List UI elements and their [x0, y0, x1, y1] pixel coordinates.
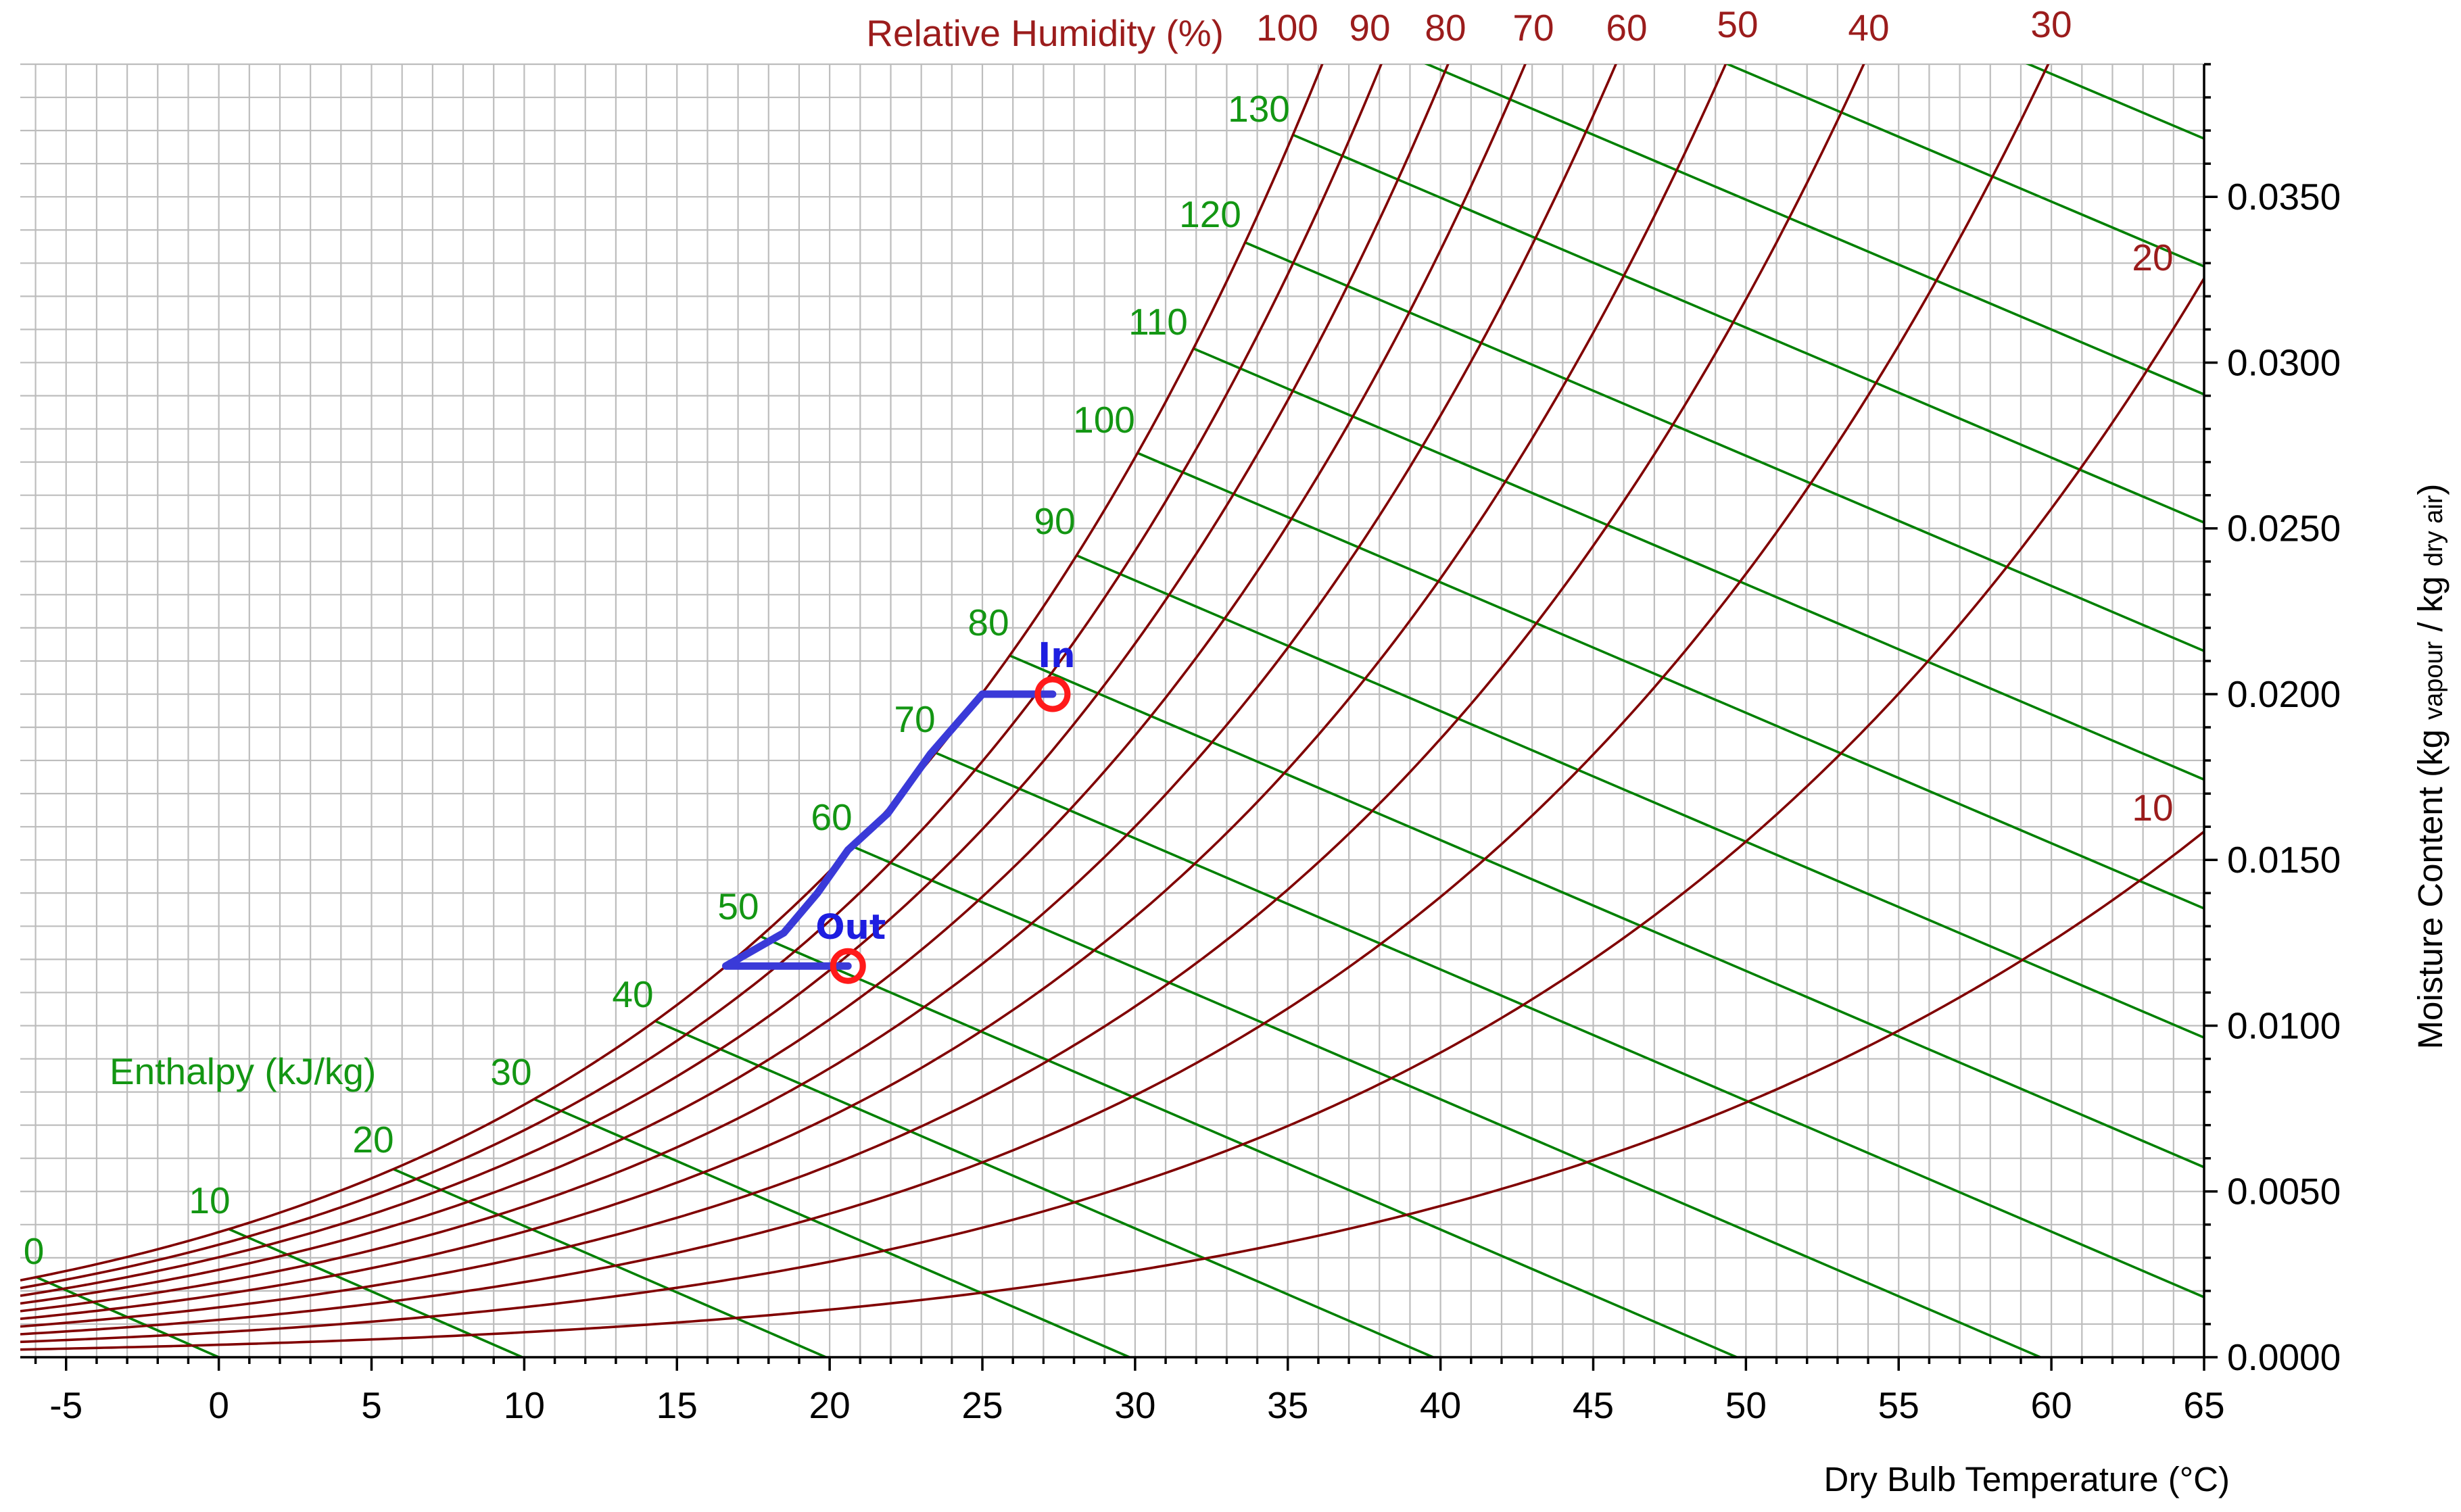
enthalpy-label: 50 — [717, 885, 759, 927]
relative-humidity-curve — [20, 64, 1383, 1290]
enthalpy-label: 60 — [811, 796, 852, 838]
enthalpy-line — [1424, 64, 2204, 396]
enthalpy-label: 80 — [967, 602, 1009, 643]
x-tick-label: 10 — [504, 1384, 545, 1426]
enthalpy-label: 30 — [490, 1051, 531, 1093]
enthalpy-label: 10 — [189, 1179, 230, 1221]
enthalpy-label: 100 — [1073, 399, 1135, 441]
x-tick-label: 45 — [1573, 1384, 1614, 1426]
relative-humidity-label: 20 — [2132, 237, 2173, 278]
state-point-marker — [830, 948, 866, 984]
enthalpy-line — [1137, 452, 2204, 910]
enthalpy-line — [1009, 654, 2204, 1169]
enthalpy-label: 40 — [612, 973, 653, 1015]
relative-humidity-label: 40 — [1848, 7, 1889, 49]
enthalpy-line — [654, 1019, 1434, 1357]
process-path — [722, 690, 1057, 970]
enthalpy-line — [935, 752, 2204, 1299]
relative-humidity-label: 50 — [1717, 3, 1758, 45]
y-axis-title-end: ) — [2411, 484, 2450, 495]
relative-humidity-label: 100 — [1256, 7, 1318, 49]
relative-humidity-label: 60 — [1606, 7, 1647, 49]
process-layer: In Out — [722, 636, 1076, 984]
x-tick-label: 40 — [1420, 1384, 1461, 1426]
y-tick-label: 0.0100 — [2227, 1004, 2341, 1046]
x-tick-label: 60 — [2031, 1384, 2072, 1426]
x-tick-label: 25 — [961, 1384, 1003, 1426]
state-point-marker — [1034, 676, 1071, 712]
x-axis-title: Dry Bulb Temperature (°C) — [1824, 1460, 2230, 1498]
state-point-label: In — [1038, 636, 1075, 676]
y-tick-label: 0.0000 — [2227, 1336, 2341, 1378]
enthalpy-line — [1076, 554, 2204, 1040]
enthalpy-title: Enthalpy (kJ/kg) — [110, 1050, 376, 1092]
relative-humidity-curve — [20, 277, 2204, 1344]
x-tick-label: 50 — [1725, 1384, 1767, 1426]
enthalpy-line — [393, 1168, 827, 1357]
relative-humidity-label: 10 — [2132, 787, 2173, 829]
x-tick-label: 30 — [1114, 1384, 1155, 1426]
x-tick-label: -5 — [49, 1384, 82, 1426]
enthalpy-line — [853, 846, 2041, 1357]
relative-humidity-curve — [20, 64, 1865, 1328]
enthalpy-label: 120 — [1179, 193, 1241, 235]
enthalpy-label: 110 — [1128, 301, 1188, 343]
state-point-label: Out — [815, 908, 886, 948]
enthalpy-line — [1193, 347, 2204, 781]
relative-humidity-curve — [20, 64, 1617, 1313]
x-tick-label: 55 — [1878, 1384, 1919, 1426]
y-axis-title-sub1: vapour — [2420, 641, 2448, 720]
labels-layer: Relative Humidity (%) Enthalpy (kJ/kg) D… — [24, 3, 2450, 1498]
enthalpy-line — [760, 935, 1738, 1357]
x-tick-label: 20 — [809, 1384, 851, 1426]
y-axis-title-main: Moisture Content (kg — [2411, 720, 2450, 1050]
y-tick-label: 0.0050 — [2227, 1171, 2341, 1213]
enthalpy-label: 0 — [24, 1230, 45, 1272]
y-tick-label: 0.0300 — [2227, 341, 2341, 383]
x-tick-label: 15 — [656, 1384, 698, 1426]
y-axis-title: Moisture Content (kg vapour / kg dry air… — [2411, 484, 2450, 1050]
y-axis-title-sub2: dry air — [2420, 495, 2448, 566]
y-tick-label: 0.0200 — [2227, 673, 2341, 715]
enthalpy-label: 90 — [1034, 500, 1075, 542]
enthalpy-line — [533, 1098, 1130, 1357]
relative-humidity-label: 30 — [2030, 3, 2072, 45]
y-tick-label: 0.0250 — [2227, 508, 2341, 550]
enthalpy-line — [1725, 64, 2204, 268]
relative-humidity-title: Relative Humidity (%) — [866, 12, 1224, 54]
relative-humidity-label: 90 — [1349, 7, 1390, 49]
enthalpy-label: 70 — [894, 698, 935, 740]
axes-layer: -5 0 5 10 15 20 25 30 35 40 45 50 55 60 650.0000 0.0050… — [20, 63, 2341, 1426]
relative-humidity-label: 80 — [1425, 7, 1466, 49]
x-tick-label: 35 — [1267, 1384, 1308, 1426]
relative-humidity-label: 70 — [1512, 7, 1554, 49]
enthalpy-label: 130 — [1228, 88, 1290, 130]
relative-humidity-curve — [20, 64, 1527, 1305]
enthalpy-line — [1244, 241, 2204, 653]
y-tick-label: 0.0150 — [2227, 839, 2341, 881]
y-axis-title-mid: / kg — [2411, 566, 2450, 641]
relative-humidity-curve — [20, 64, 1324, 1282]
enthalpy-label: 20 — [352, 1119, 393, 1161]
relative-humidity-curve — [20, 64, 1727, 1320]
enthalpy-line — [1292, 133, 2204, 525]
grid-layer — [20, 63, 2205, 1359]
x-tick-label: 65 — [2183, 1384, 2224, 1426]
relative-humidity-curve — [20, 64, 2050, 1336]
relative-humidity-curve — [20, 830, 2204, 1351]
relative-humidity-curve — [20, 64, 1450, 1297]
relative-humidity-lines — [20, 64, 2204, 1351]
enthalpy-lines — [35, 64, 2204, 1357]
x-tick-label: 0 — [208, 1384, 229, 1426]
x-tick-label: 5 — [361, 1384, 382, 1426]
y-tick-label: 0.0350 — [2227, 176, 2341, 218]
